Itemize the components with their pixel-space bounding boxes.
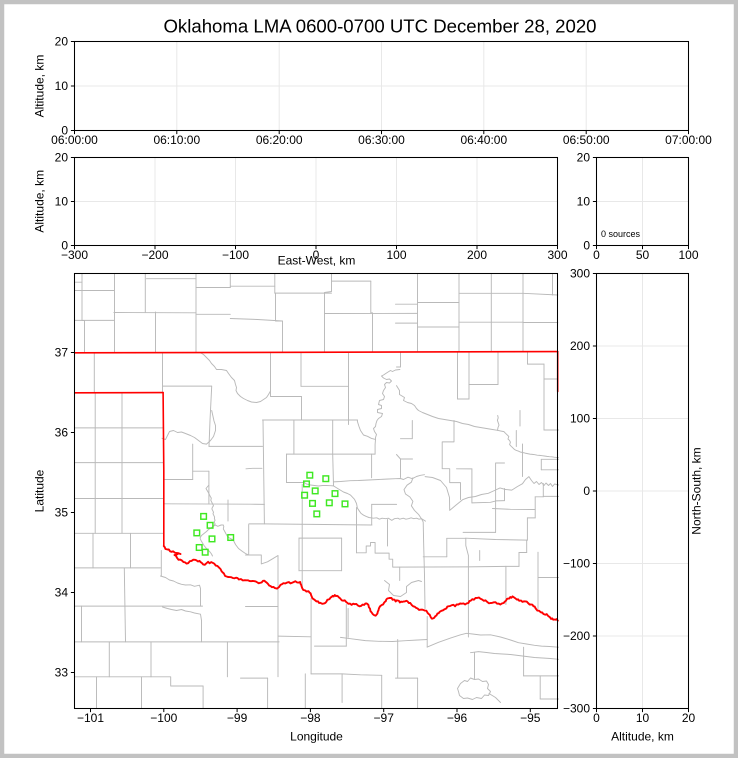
svg-text:Altitude, km: Altitude, km (33, 170, 47, 233)
svg-text:0: 0 (593, 711, 600, 725)
svg-text:−95: −95 (520, 711, 541, 725)
svg-text:−100: −100 (150, 711, 177, 725)
svg-text:−98: −98 (300, 711, 321, 725)
svg-text:−300: −300 (61, 248, 88, 262)
svg-text:10: 10 (577, 195, 591, 209)
svg-text:−101: −101 (77, 711, 104, 725)
svg-text:Longitude: Longitude (290, 730, 343, 744)
svg-text:Oklahoma LMA 0600-0700 UTC Dec: Oklahoma LMA 0600-0700 UTC December 28, … (163, 16, 596, 37)
svg-text:100: 100 (678, 248, 698, 262)
svg-text:06:20:00: 06:20:00 (256, 133, 303, 147)
svg-text:Latitude: Latitude (33, 469, 47, 512)
svg-text:300: 300 (570, 267, 590, 281)
svg-text:100: 100 (386, 248, 406, 262)
svg-text:300: 300 (547, 248, 567, 262)
svg-text:−200: −200 (141, 248, 168, 262)
svg-text:−100: −100 (563, 557, 590, 571)
svg-text:0: 0 (593, 248, 600, 262)
svg-text:−100: −100 (222, 248, 249, 262)
svg-text:−97: −97 (374, 711, 395, 725)
svg-text:20: 20 (682, 711, 696, 725)
svg-text:10: 10 (55, 79, 69, 93)
svg-text:−200: −200 (563, 629, 590, 643)
svg-text:−300: −300 (563, 702, 590, 716)
svg-text:0: 0 (61, 124, 68, 138)
svg-text:0: 0 (61, 239, 68, 253)
svg-text:37: 37 (55, 346, 69, 360)
svg-text:North-South, km: North-South, km (690, 447, 704, 534)
svg-text:0 sources: 0 sources (601, 229, 641, 239)
svg-text:0: 0 (313, 248, 320, 262)
svg-text:07:00:00: 07:00:00 (665, 133, 712, 147)
svg-text:100: 100 (570, 412, 590, 426)
svg-text:50: 50 (636, 248, 650, 262)
svg-text:10: 10 (55, 195, 69, 209)
svg-text:20: 20 (55, 35, 69, 49)
svg-text:06:00:00: 06:00:00 (51, 133, 98, 147)
svg-text:200: 200 (570, 339, 590, 353)
svg-text:East-West, km: East-West, km (278, 254, 356, 268)
svg-text:20: 20 (55, 151, 69, 165)
svg-text:200: 200 (467, 248, 487, 262)
svg-text:06:30:00: 06:30:00 (358, 133, 405, 147)
svg-text:06:10:00: 06:10:00 (153, 133, 200, 147)
svg-text:06:50:00: 06:50:00 (563, 133, 610, 147)
svg-text:0: 0 (583, 239, 590, 253)
svg-text:06:40:00: 06:40:00 (460, 133, 507, 147)
svg-text:35: 35 (55, 506, 69, 520)
svg-text:Altitude, km: Altitude, km (33, 55, 47, 118)
svg-text:34: 34 (55, 586, 69, 600)
svg-text:0: 0 (583, 484, 590, 498)
svg-text:36: 36 (55, 426, 69, 440)
svg-text:10: 10 (636, 711, 650, 725)
svg-text:−96: −96 (447, 711, 468, 725)
svg-text:33: 33 (55, 666, 69, 680)
svg-text:Altitude, km: Altitude, km (611, 730, 674, 744)
svg-text:−99: −99 (227, 711, 248, 725)
svg-text:20: 20 (577, 151, 591, 165)
